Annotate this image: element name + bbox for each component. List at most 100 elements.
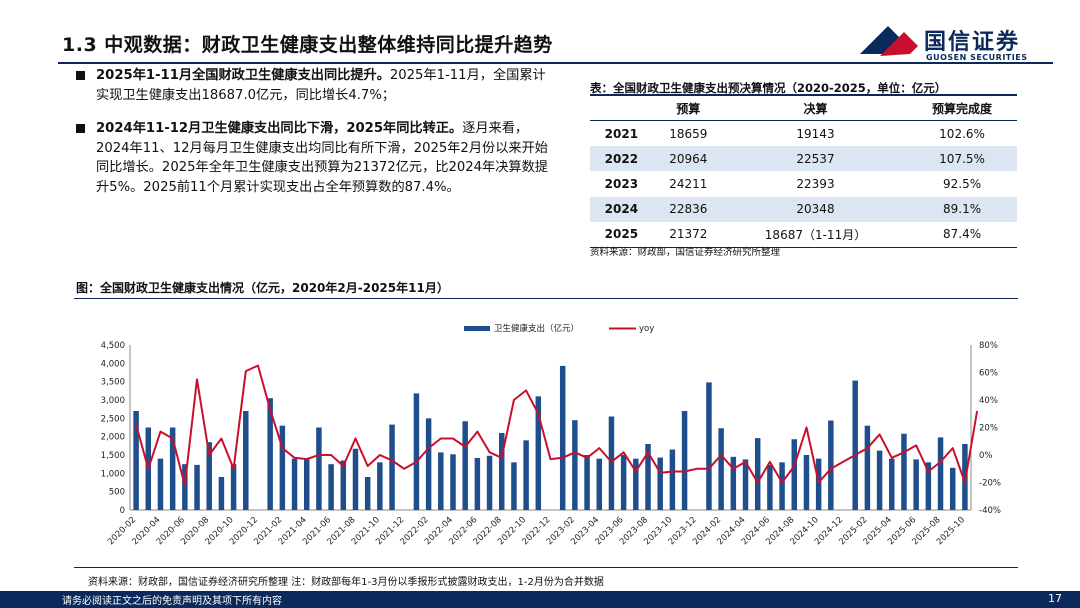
chart-source: 资料来源：财政部，国信证券经济研究所整理 注：财政部每年1-3月份以季报形式披露… xyxy=(88,577,604,588)
chart-caption: 图：全国财政卫生健康支出情况（亿元，2020年2月-2025年11月） xyxy=(76,281,449,295)
table-cell: 18687（1-11月） xyxy=(723,221,908,248)
table-cell-year: 2023 xyxy=(604,176,639,191)
bar xyxy=(157,458,164,510)
table-row: 2022 20964 22537 107.5% xyxy=(590,146,1017,172)
bar xyxy=(815,458,822,510)
page-number: 17 xyxy=(1048,592,1062,605)
y-left-tick-label: 3,000 xyxy=(101,396,125,406)
bullet-heading: 2024年11-12月卫生健康支出同比下滑，2025年同比转正。 xyxy=(96,121,463,136)
bar xyxy=(279,425,286,510)
y-left-tick-label: 1,500 xyxy=(101,451,125,461)
bar xyxy=(779,462,785,510)
bar xyxy=(754,438,761,510)
guosen-logo-icon xyxy=(860,26,918,56)
chart-top-divider xyxy=(74,298,1018,299)
bar xyxy=(913,459,919,510)
bar xyxy=(608,416,615,510)
table-cell: 20964 xyxy=(652,146,724,172)
table-cell-year: 2024 xyxy=(590,196,653,222)
table-cell: 24211 xyxy=(669,176,708,191)
bar xyxy=(377,462,383,510)
table-cell: 20348 xyxy=(723,196,908,222)
bar xyxy=(169,427,176,510)
table-row: 2024 22836 20348 89.1% xyxy=(590,196,1017,222)
bar xyxy=(718,428,724,510)
bullet-item: 2025年1-11月全国财政卫生健康支出同比提升。2025年1-11月，全国累计… xyxy=(76,66,556,105)
table-header-cell: 预算 xyxy=(652,94,724,121)
footer-disclaimer: 请务必阅读正文之后的免责声明及其项下所有内容 xyxy=(62,596,282,607)
table-row: 2023 24211 22393 92.5% xyxy=(590,171,1017,196)
table-cell-year: 2022 xyxy=(590,146,653,172)
table-row: 2025 21372 18687（1-11月） 87.4% xyxy=(590,221,1017,248)
bullet-heading: 2025年1-11月全国财政卫生健康支出同比提升。 xyxy=(96,68,390,83)
bar xyxy=(876,450,883,510)
summary-bullets: 2025年1-11月全国财政卫生健康支出同比提升。2025年1-11月，全国累计… xyxy=(76,66,556,211)
bar xyxy=(438,452,444,510)
bar xyxy=(645,444,651,510)
bar xyxy=(730,456,737,510)
bar xyxy=(182,464,188,510)
bar xyxy=(681,411,688,510)
table-cell: 22836 xyxy=(652,196,724,222)
table-cell: 102.6% xyxy=(939,126,985,141)
table-cell: 89.1% xyxy=(907,196,1017,222)
bar xyxy=(669,449,676,510)
bar xyxy=(828,420,834,510)
chart-bottom-divider xyxy=(74,567,1018,568)
bar xyxy=(706,382,712,510)
y-right-tick-label: 20% xyxy=(979,424,998,434)
bullet-item: 2024年11-12月卫生健康支出同比下滑，2025年同比转正。逐月来看，202… xyxy=(76,119,556,197)
legend-line-label: yoy xyxy=(639,324,654,334)
bar xyxy=(425,418,432,510)
table-cell: 21372 xyxy=(652,221,724,248)
bar xyxy=(303,458,310,510)
bar xyxy=(316,427,322,510)
table-cell-year: 2021 xyxy=(604,126,639,141)
page-title: 1.3 中观数据：财政卫生健康支出整体维持同比提升趋势 xyxy=(62,34,553,56)
bar xyxy=(803,455,810,510)
table-cell: 19143 xyxy=(796,126,835,141)
table-cell: 92.5% xyxy=(942,176,982,191)
y-left-tick-label: 500 xyxy=(109,488,125,498)
table-source: 资料来源：财政部，国信证券经济研究所整理 xyxy=(590,247,781,258)
health-spending-chart: 0 500 1,000 1,500 2,000 2,500 3,000 3,500 4,000 4… xyxy=(101,323,1001,547)
bar xyxy=(572,420,578,510)
bar xyxy=(352,448,359,510)
bar xyxy=(523,440,529,510)
bar xyxy=(852,380,858,510)
bar xyxy=(450,454,456,510)
bar xyxy=(925,462,932,510)
bar xyxy=(462,421,468,510)
bar xyxy=(194,464,200,510)
bar xyxy=(864,425,871,510)
bar xyxy=(901,433,907,510)
table-cell: 87.4% xyxy=(907,221,1017,248)
bar xyxy=(133,411,139,510)
table-row: 2021 18659 19143 102.6% xyxy=(590,121,1017,147)
y-left-tick-label: 2,000 xyxy=(101,433,125,443)
title-divider xyxy=(58,62,1053,64)
y-right-tick-label: 60% xyxy=(979,369,998,379)
y-right-tick-label: 40% xyxy=(979,396,998,406)
yoy-line xyxy=(135,364,979,487)
bar xyxy=(218,477,225,510)
legend-bar-swatch xyxy=(464,326,490,331)
y-left-tick-label: 4,000 xyxy=(101,359,125,369)
bar xyxy=(535,396,542,510)
bar xyxy=(389,424,395,510)
table-cell: 18659 xyxy=(669,126,708,141)
bar xyxy=(742,459,749,510)
logo-text-cn: 国信证券 xyxy=(924,30,1021,55)
bar xyxy=(511,462,517,510)
bar xyxy=(767,464,773,510)
y-right-tick-label: 80% xyxy=(979,341,998,351)
bar xyxy=(633,458,639,510)
budget-table: 预算 决算 预算完成度 2021 18659 19143 102.6% 2022… xyxy=(590,94,1017,248)
bar xyxy=(499,433,505,510)
bar xyxy=(328,464,334,510)
bar xyxy=(584,455,590,510)
bullet-text: 2025年1-11月，全国累计实现卫生健康支出18687.0亿元，同比增长4.7… xyxy=(96,68,546,103)
y-left-tick-label: 4,500 xyxy=(101,341,125,351)
bullet-text: 逐月来看，2024年11、12月每月卫生健康支出均同比有所下滑，2025年2月份… xyxy=(96,121,548,195)
company-logo: 国信证券 GUOSEN SECURITIES xyxy=(858,20,1058,64)
